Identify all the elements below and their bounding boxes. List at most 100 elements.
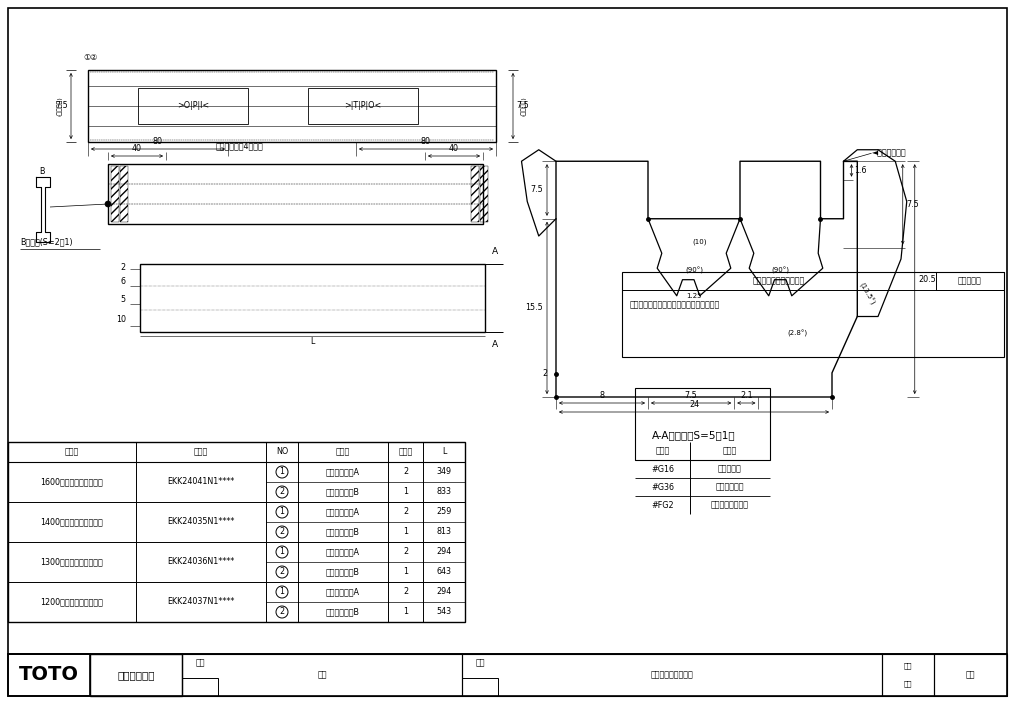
Text: (90°): (90°)	[685, 267, 703, 274]
Text: 813: 813	[436, 528, 452, 537]
Text: 1: 1	[403, 567, 408, 577]
Bar	[8, 442, 465, 622]
Text: 2: 2	[121, 263, 126, 272]
Text: 2: 2	[403, 468, 408, 476]
Text: エプロン目地セット: エプロン目地セット	[651, 671, 693, 679]
Bar	[108, 164, 483, 224]
Text: 備考: 備考	[965, 671, 974, 679]
Text: 294: 294	[436, 548, 452, 557]
Text: 1: 1	[403, 488, 408, 496]
Text: 349: 349	[436, 468, 452, 476]
Text: 部品特定用図: 部品特定用図	[118, 670, 154, 680]
Text: 仕様・材質（グレード）: 仕様・材質（グレード）	[753, 276, 805, 286]
Text: (90°): (90°)	[771, 267, 790, 274]
Text: 24: 24	[689, 400, 699, 409]
Text: EKK24036N1****: EKK24036N1****	[167, 557, 234, 567]
Text: 2: 2	[403, 587, 408, 597]
Text: 1200エプロン目地セット: 1200エプロン目地セット	[41, 597, 104, 607]
Bar	[462, 654, 882, 696]
Text: 7.5: 7.5	[516, 102, 529, 110]
Text: エプロン目地B: エプロン目地B	[326, 488, 360, 496]
Text: 1: 1	[279, 468, 284, 476]
Text: A: A	[492, 247, 498, 256]
Text: 833: 833	[436, 488, 452, 496]
Text: >|T|P|O<: >|T|P|O<	[344, 102, 382, 110]
Bar	[90, 654, 182, 696]
Text: 80: 80	[153, 137, 163, 146]
Text: 20.5: 20.5	[919, 275, 937, 283]
Text: 40: 40	[449, 144, 459, 153]
Bar	[622, 272, 1004, 357]
Text: 2: 2	[543, 370, 548, 379]
Text: (10): (10)	[692, 239, 707, 245]
Text: 5: 5	[121, 295, 126, 303]
Text: 2: 2	[403, 508, 408, 516]
Text: 543: 543	[436, 607, 452, 617]
Text: B: B	[40, 167, 45, 177]
Text: TOTO: TOTO	[19, 666, 79, 684]
Text: エプロン目地A: エプロン目地A	[326, 508, 360, 516]
Text: 259: 259	[436, 508, 452, 516]
Text: 6: 6	[121, 278, 126, 286]
Text: 色　名: 色 名	[723, 446, 737, 456]
Text: エプロン目地B: エプロン目地B	[326, 528, 360, 537]
Text: 1400エプロン目地セット: 1400エプロン目地セット	[41, 518, 104, 526]
Text: 7.5: 7.5	[530, 186, 543, 194]
Text: エプロン目地A: エプロン目地A	[326, 468, 360, 476]
Text: 色　番: 色 番	[656, 446, 670, 456]
Text: 40: 40	[132, 144, 142, 153]
Bar	[308, 88, 418, 124]
Text: A: A	[492, 340, 498, 349]
Text: 2: 2	[279, 528, 284, 537]
Text: 7.5: 7.5	[55, 102, 68, 110]
Bar	[635, 388, 770, 460]
Bar	[934, 654, 1007, 696]
Text: 2: 2	[279, 488, 284, 496]
Text: L: L	[442, 448, 447, 456]
Text: 内１: 内１	[903, 681, 912, 687]
Text: 上記: 上記	[318, 671, 327, 679]
Text: 8: 8	[600, 391, 605, 400]
Bar	[138, 88, 248, 124]
Text: 1: 1	[279, 587, 284, 597]
Text: 1.6: 1.6	[855, 166, 867, 175]
Circle shape	[105, 201, 111, 207]
Text: 2: 2	[403, 548, 408, 557]
Text: EKK24041N1****: EKK24041N1****	[167, 478, 234, 486]
Text: 品　名: 品 名	[65, 448, 79, 456]
Text: 1: 1	[279, 548, 284, 557]
Text: 7.5: 7.5	[685, 391, 697, 400]
Text: EKK24037N1****: EKK24037N1****	[167, 597, 234, 607]
Text: ◄みえかがり面: ◄みえかがり面	[872, 149, 906, 158]
Text: 1.25: 1.25	[686, 293, 701, 299]
Text: 【重量部】: 【重量部】	[958, 276, 982, 286]
Text: 1300エプロン目地セット: 1300エプロン目地セット	[41, 557, 104, 567]
Text: 643: 643	[436, 567, 452, 577]
Text: (切断箇所): (切断箇所)	[522, 96, 527, 116]
Text: 1: 1	[403, 607, 408, 617]
Bar	[8, 654, 1007, 696]
Text: 品番: 品番	[195, 659, 205, 668]
Text: ①②: ①②	[83, 53, 97, 63]
Text: 7.5: 7.5	[906, 200, 920, 209]
Text: 294: 294	[436, 587, 452, 597]
Text: #G36: #G36	[651, 483, 674, 491]
Bar	[462, 678, 498, 696]
Text: 10: 10	[116, 315, 126, 323]
Text: 頁の: 頁の	[903, 663, 912, 669]
Text: エプロン目地A: エプロン目地A	[326, 548, 360, 557]
Text: 2.1: 2.1	[740, 391, 753, 400]
Bar	[88, 70, 496, 142]
Text: 2: 2	[279, 567, 284, 577]
Text: EKK24035N1****: EKK24035N1****	[167, 518, 234, 526]
Text: (2.8°): (2.8°)	[788, 330, 808, 337]
Text: エプロン目地A: エプロン目地A	[326, 587, 360, 597]
Text: (13.5°): (13.5°)	[858, 281, 876, 306]
Text: 斜線部切断（4箇所）: 斜線部切断（4箇所）	[215, 142, 263, 150]
Text: A-A断面　（S=5：1）: A-A断面 （S=5：1）	[653, 430, 736, 440]
Text: 1: 1	[279, 508, 284, 516]
Text: 名称: 名称	[475, 659, 485, 668]
Text: フレッシュグレー: フレッシュグレー	[710, 501, 749, 510]
Text: 1: 1	[403, 528, 408, 537]
Text: 1600エプロン目地セット: 1600エプロン目地セット	[41, 478, 104, 486]
